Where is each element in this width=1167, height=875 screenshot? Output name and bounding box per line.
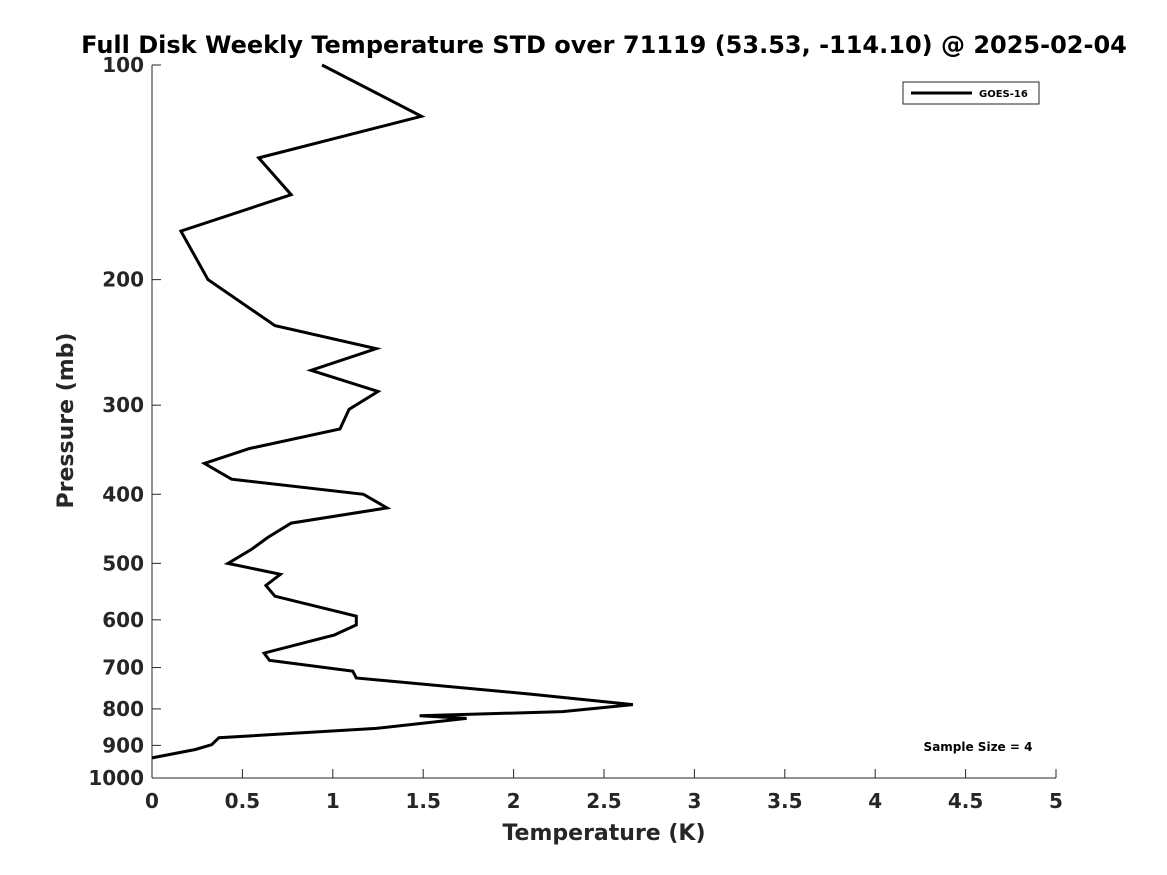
y-tick-label: 300 [102,393,144,417]
x-tick-label: 5 [1049,789,1063,813]
x-axis: 0 0.5 1 1.5 2 2.5 3 3.5 4 4.5 5 [145,769,1063,813]
x-tick-label: 2.5 [586,789,621,813]
y-tick-label: 900 [102,733,144,757]
x-tick-label: 4.5 [948,789,983,813]
x-tick-label: 1 [326,789,340,813]
y-tick-label: 1000 [88,766,144,790]
x-axis-label: Temperature (K) [502,821,705,846]
x-tick-label: 1.5 [405,789,440,813]
x-tick-label: 2 [507,789,521,813]
y-tick-label: 200 [102,268,144,292]
x-tick-label: 0 [145,789,159,813]
y-tick-label: 100 [102,53,144,77]
x-tick-label: 0.5 [225,789,260,813]
chart-title: Full Disk Weekly Temperature STD over 71… [81,31,1127,59]
series-layer [151,63,634,760]
y-tick-label: 600 [102,608,144,632]
y-axis: 100 200 300 400 500 600 700 800 900 1000 [88,53,161,790]
x-tick-label: 3 [687,789,701,813]
x-tick-label: 3.5 [767,789,802,813]
y-tick-label: 500 [102,551,144,575]
legend: GOES-16 [902,81,1040,105]
y-tick-label: 400 [102,482,144,506]
sample-size-annotation: Sample Size = 4 [924,740,1033,754]
legend-entry-goes-16: GOES-16 [979,89,1028,100]
y-tick-label: 800 [102,697,144,721]
x-tick-label: 4 [868,789,882,813]
y-axis-label: Pressure (mb) [54,333,79,509]
series-line-goes-16 [151,63,634,760]
plot-area [151,65,1056,779]
y-tick-label: 700 [102,656,144,680]
